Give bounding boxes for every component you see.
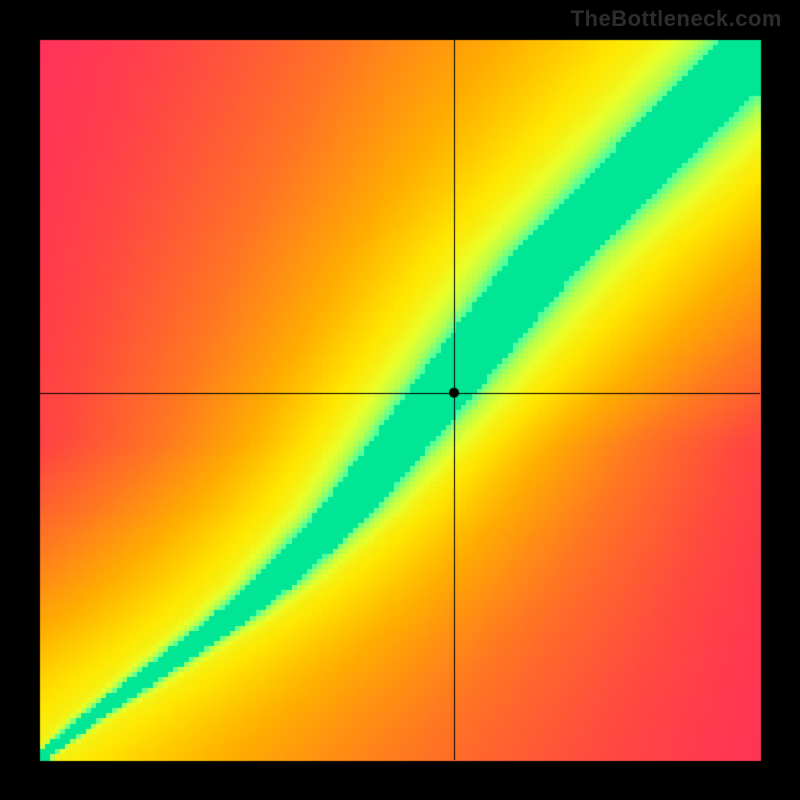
bottleneck-heatmap (0, 0, 800, 800)
chart-container: { "watermark": { "text": "TheBottleneck.… (0, 0, 800, 800)
